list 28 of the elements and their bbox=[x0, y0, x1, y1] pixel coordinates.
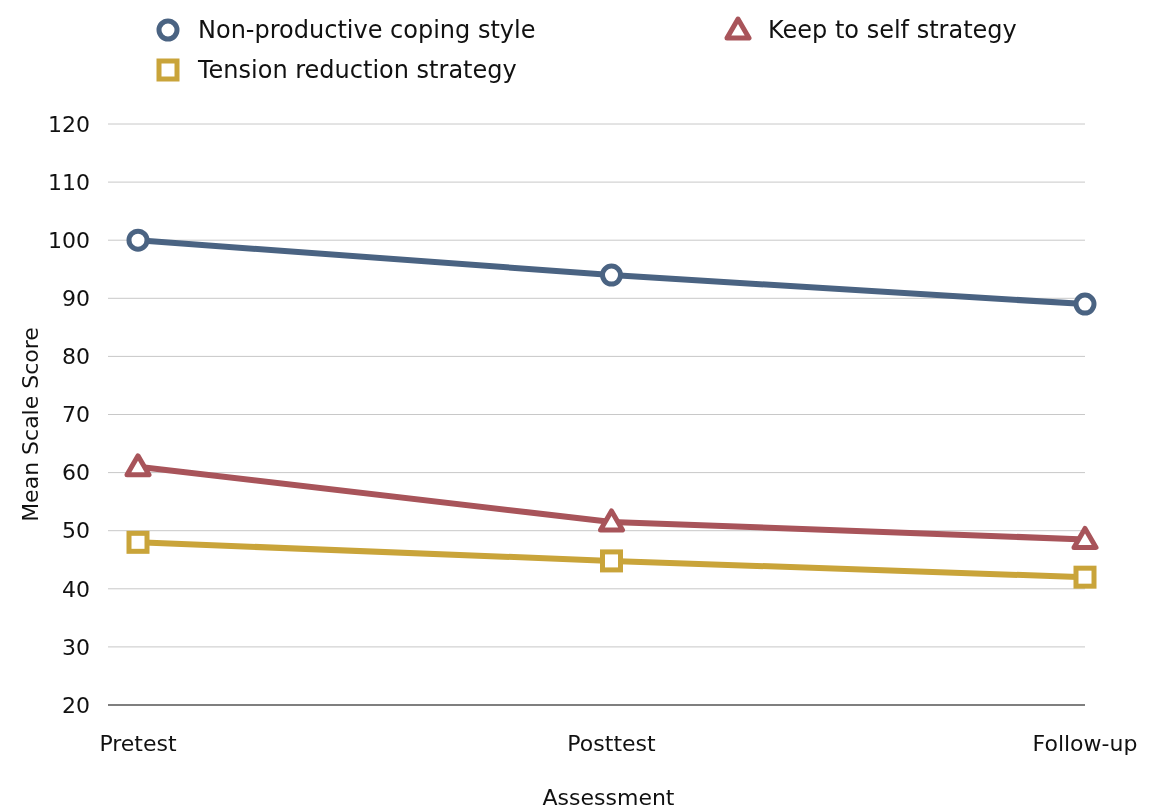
point bbox=[126, 530, 150, 554]
point bbox=[600, 549, 623, 573]
y-tick-label: 50 bbox=[62, 518, 90, 544]
point bbox=[126, 228, 150, 252]
x-tick-label: Posttest bbox=[567, 731, 657, 756]
point bbox=[124, 453, 152, 478]
x-axis-title: Assessment bbox=[542, 785, 675, 808]
point bbox=[1071, 525, 1099, 550]
legend-label: Non-productive coping style bbox=[198, 16, 536, 45]
y-tick-label: 40 bbox=[62, 576, 90, 602]
y-tick-label: 100 bbox=[48, 227, 90, 253]
legend-label: Tension reduction strategy bbox=[197, 56, 517, 85]
y-tick-label: 90 bbox=[62, 286, 90, 311]
y-tick-label: 20 bbox=[62, 692, 90, 718]
y-tick-label: 80 bbox=[62, 344, 90, 370]
y-axis-title: Mean Scale Score bbox=[18, 327, 43, 522]
point bbox=[600, 263, 623, 287]
y-tick-label: 120 bbox=[48, 111, 90, 137]
y-tick-label: 110 bbox=[48, 169, 90, 195]
y-tick-label: 30 bbox=[62, 634, 90, 660]
y-tick-label: 60 bbox=[62, 460, 90, 486]
legend-label: Keep to self strategy bbox=[768, 16, 1017, 45]
x-tick-label: Follow-up bbox=[1032, 731, 1138, 756]
point bbox=[1073, 292, 1097, 316]
point bbox=[598, 508, 625, 533]
x-tick-label: Pretest bbox=[99, 731, 177, 756]
y-tick-label: 70 bbox=[62, 402, 90, 428]
point bbox=[1073, 565, 1097, 589]
